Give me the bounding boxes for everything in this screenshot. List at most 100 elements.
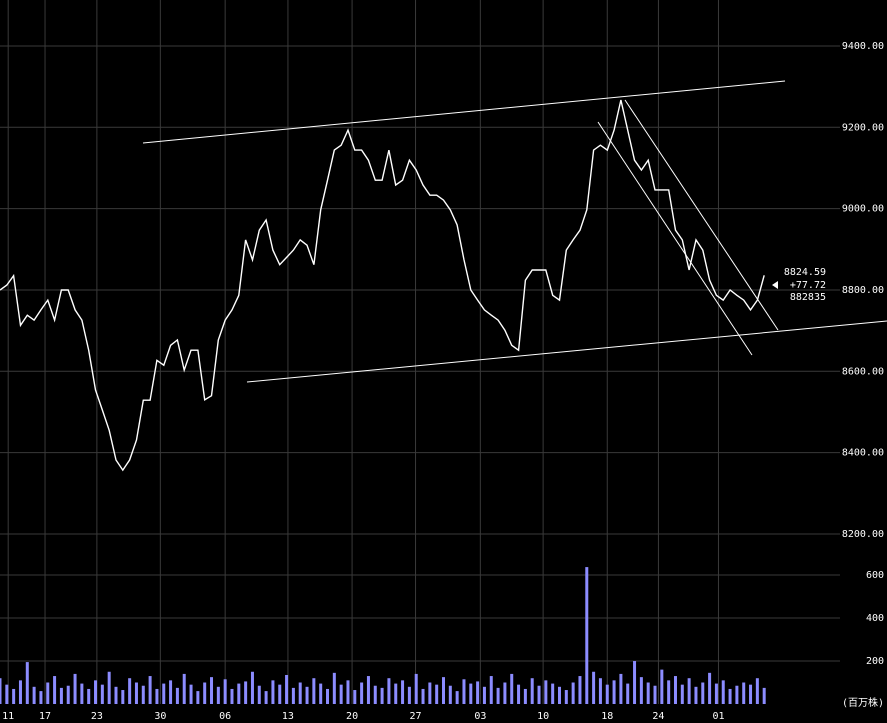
volume-bar [59,687,63,704]
volume-bar [701,682,705,704]
volume-bar [257,685,261,704]
y-tick-label: 9400.00 [842,41,884,52]
volume-bar [237,683,241,704]
price-line [0,99,765,472]
volume-bar [141,685,145,704]
volume-bar [503,682,507,704]
volume-bar [762,687,766,704]
volume-bar [476,681,480,704]
volume-bar [667,680,671,704]
volume-bar [128,678,132,704]
volume-bar [551,683,555,704]
volume-bar [728,688,732,704]
volume-bar [39,691,43,704]
volume-bar [121,690,125,704]
volume-bar [271,680,275,704]
x-tick-label: 20 [346,711,358,722]
volume-bar [326,688,330,704]
volume-bar [12,688,16,704]
volume-bar [189,684,193,704]
price-change: +77.72 [790,280,826,291]
volume-bar [673,676,677,704]
x-tick-label: 03 [474,711,486,722]
x-tick-label: 24 [652,711,664,722]
volume-bar [714,683,718,704]
volume-bar [387,678,391,704]
volume-bar [264,691,268,704]
volume-bar [564,690,568,704]
x-tick-label: 18 [601,711,613,722]
volume-value: 882835 [790,292,826,303]
volume-bar [285,674,289,704]
volume-bar [462,679,466,704]
volume-bar [25,662,29,704]
volume-bar [332,672,336,704]
volume-bar [598,678,602,704]
volume-bar [53,676,57,704]
trend-line [246,320,887,383]
volume-bar [653,685,657,704]
volume-bar [708,672,712,704]
volume-bar [517,684,521,704]
volume-bar [414,673,418,704]
volume-bar [482,686,486,704]
x-tick-label: 30 [154,711,166,722]
volume-bar [633,661,637,704]
volume-bar [626,683,630,704]
volume-bar [291,687,295,704]
volume-bar [435,684,439,704]
volume-bar [66,685,70,704]
trend-line [142,80,786,144]
volume-bar [339,684,343,704]
volume-bar [510,673,514,704]
volume-bar [557,686,561,704]
y-tick-label: 8600.00 [842,366,884,377]
volume-bar [428,682,432,704]
volume-bar [169,680,173,704]
volume-bar [442,677,445,704]
volume-bar [114,686,118,704]
volume-bar [605,684,609,704]
y-tick-label: 9200.00 [842,122,884,133]
volume-bar [544,680,548,704]
volume-bar [250,671,254,704]
volume-bar [639,677,643,704]
x-tick-label: 10 [537,711,549,722]
volume-bar [530,678,534,704]
x-tick-label: 06 [219,711,231,722]
y-tick-label: 8200.00 [842,529,884,540]
channel-line [597,121,753,356]
trend-lines [142,80,887,383]
y-tick-label: 8800.00 [842,285,884,296]
volume-bar [489,676,493,704]
volume-bar [612,680,616,704]
volume-bar [755,678,759,704]
volume-bar [646,682,650,704]
volume-bar [134,682,138,704]
volume-bar [203,682,207,704]
volume-bar [223,679,227,704]
volume-bar [162,683,166,704]
y-tick-label: 600 [866,570,884,581]
volume-bar [18,680,22,704]
y-tick-label: 9000.00 [842,204,884,215]
x-tick-label: 23 [91,711,103,722]
volume-bar [148,676,152,704]
volume-bar [107,671,111,704]
volume-bar [196,691,200,704]
y-tick-label: 400 [866,613,884,624]
volume-bar [401,680,405,704]
volume-bar [373,685,377,704]
volume-bar [155,688,159,704]
volume-bar [660,669,664,704]
volume-bar [87,688,91,704]
volume-bar [523,688,527,704]
volume-bar [80,683,84,704]
volume-bar [407,686,411,704]
volume-bar [469,683,473,704]
volume-bar [0,678,2,704]
channel-line [624,99,779,331]
volume-bar [571,682,575,704]
volume-bar [346,680,350,704]
price-marker [772,281,778,289]
